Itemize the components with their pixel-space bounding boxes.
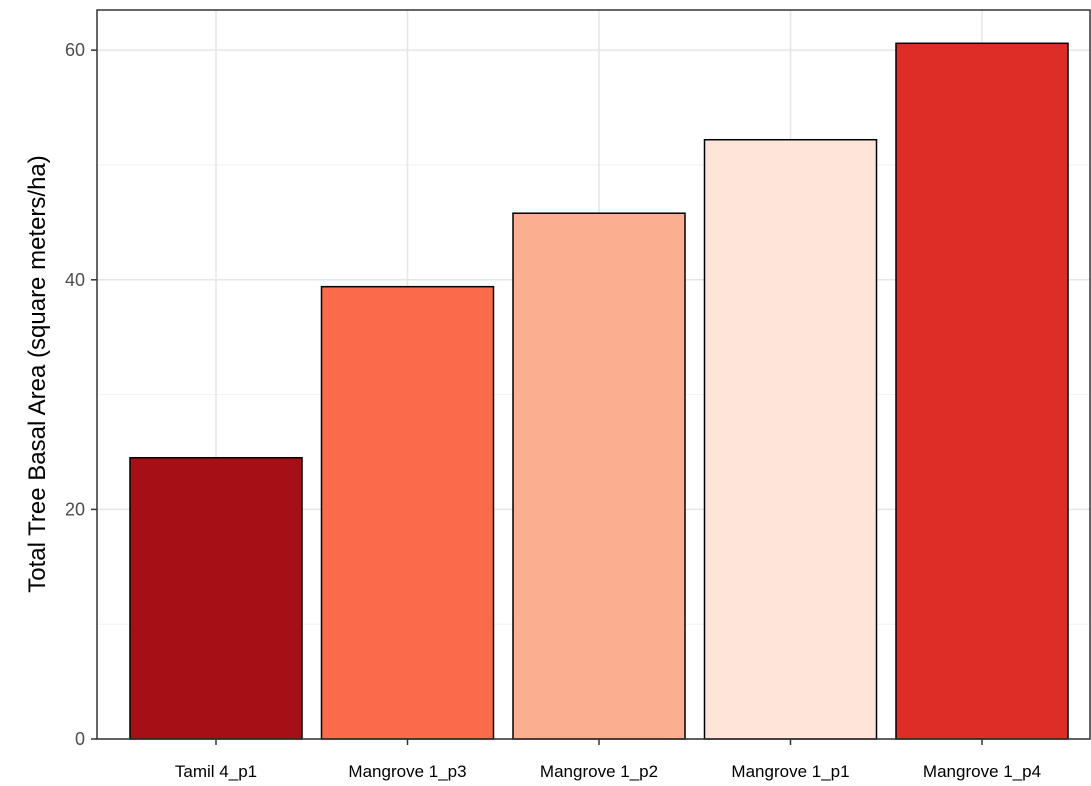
y-tick-label: 60 — [65, 40, 85, 60]
y-axis: 0 20 40 60 — [65, 40, 97, 749]
y-tick-label: 20 — [65, 499, 85, 519]
bar — [130, 458, 302, 739]
bar — [322, 287, 494, 739]
x-tick-label: Mangrove 1_p3 — [348, 762, 466, 781]
x-tick-label: Mangrove 1_p4 — [923, 762, 1041, 781]
x-tick-label: Mangrove 1_p2 — [540, 762, 658, 781]
x-tick-label: Tamil 4_p1 — [175, 762, 257, 781]
bar — [513, 213, 685, 739]
y-tick-label: 0 — [75, 729, 85, 749]
y-axis-title: Total Tree Basal Area (square meters/ha) — [24, 155, 51, 593]
y-tick-label: 40 — [65, 270, 85, 290]
x-tick-label: Mangrove 1_p1 — [731, 762, 849, 781]
bar — [896, 43, 1068, 739]
bar — [705, 140, 877, 739]
x-axis: Tamil 4_p1 Mangrove 1_p3 Mangrove 1_p2 Mang… — [175, 739, 1041, 781]
